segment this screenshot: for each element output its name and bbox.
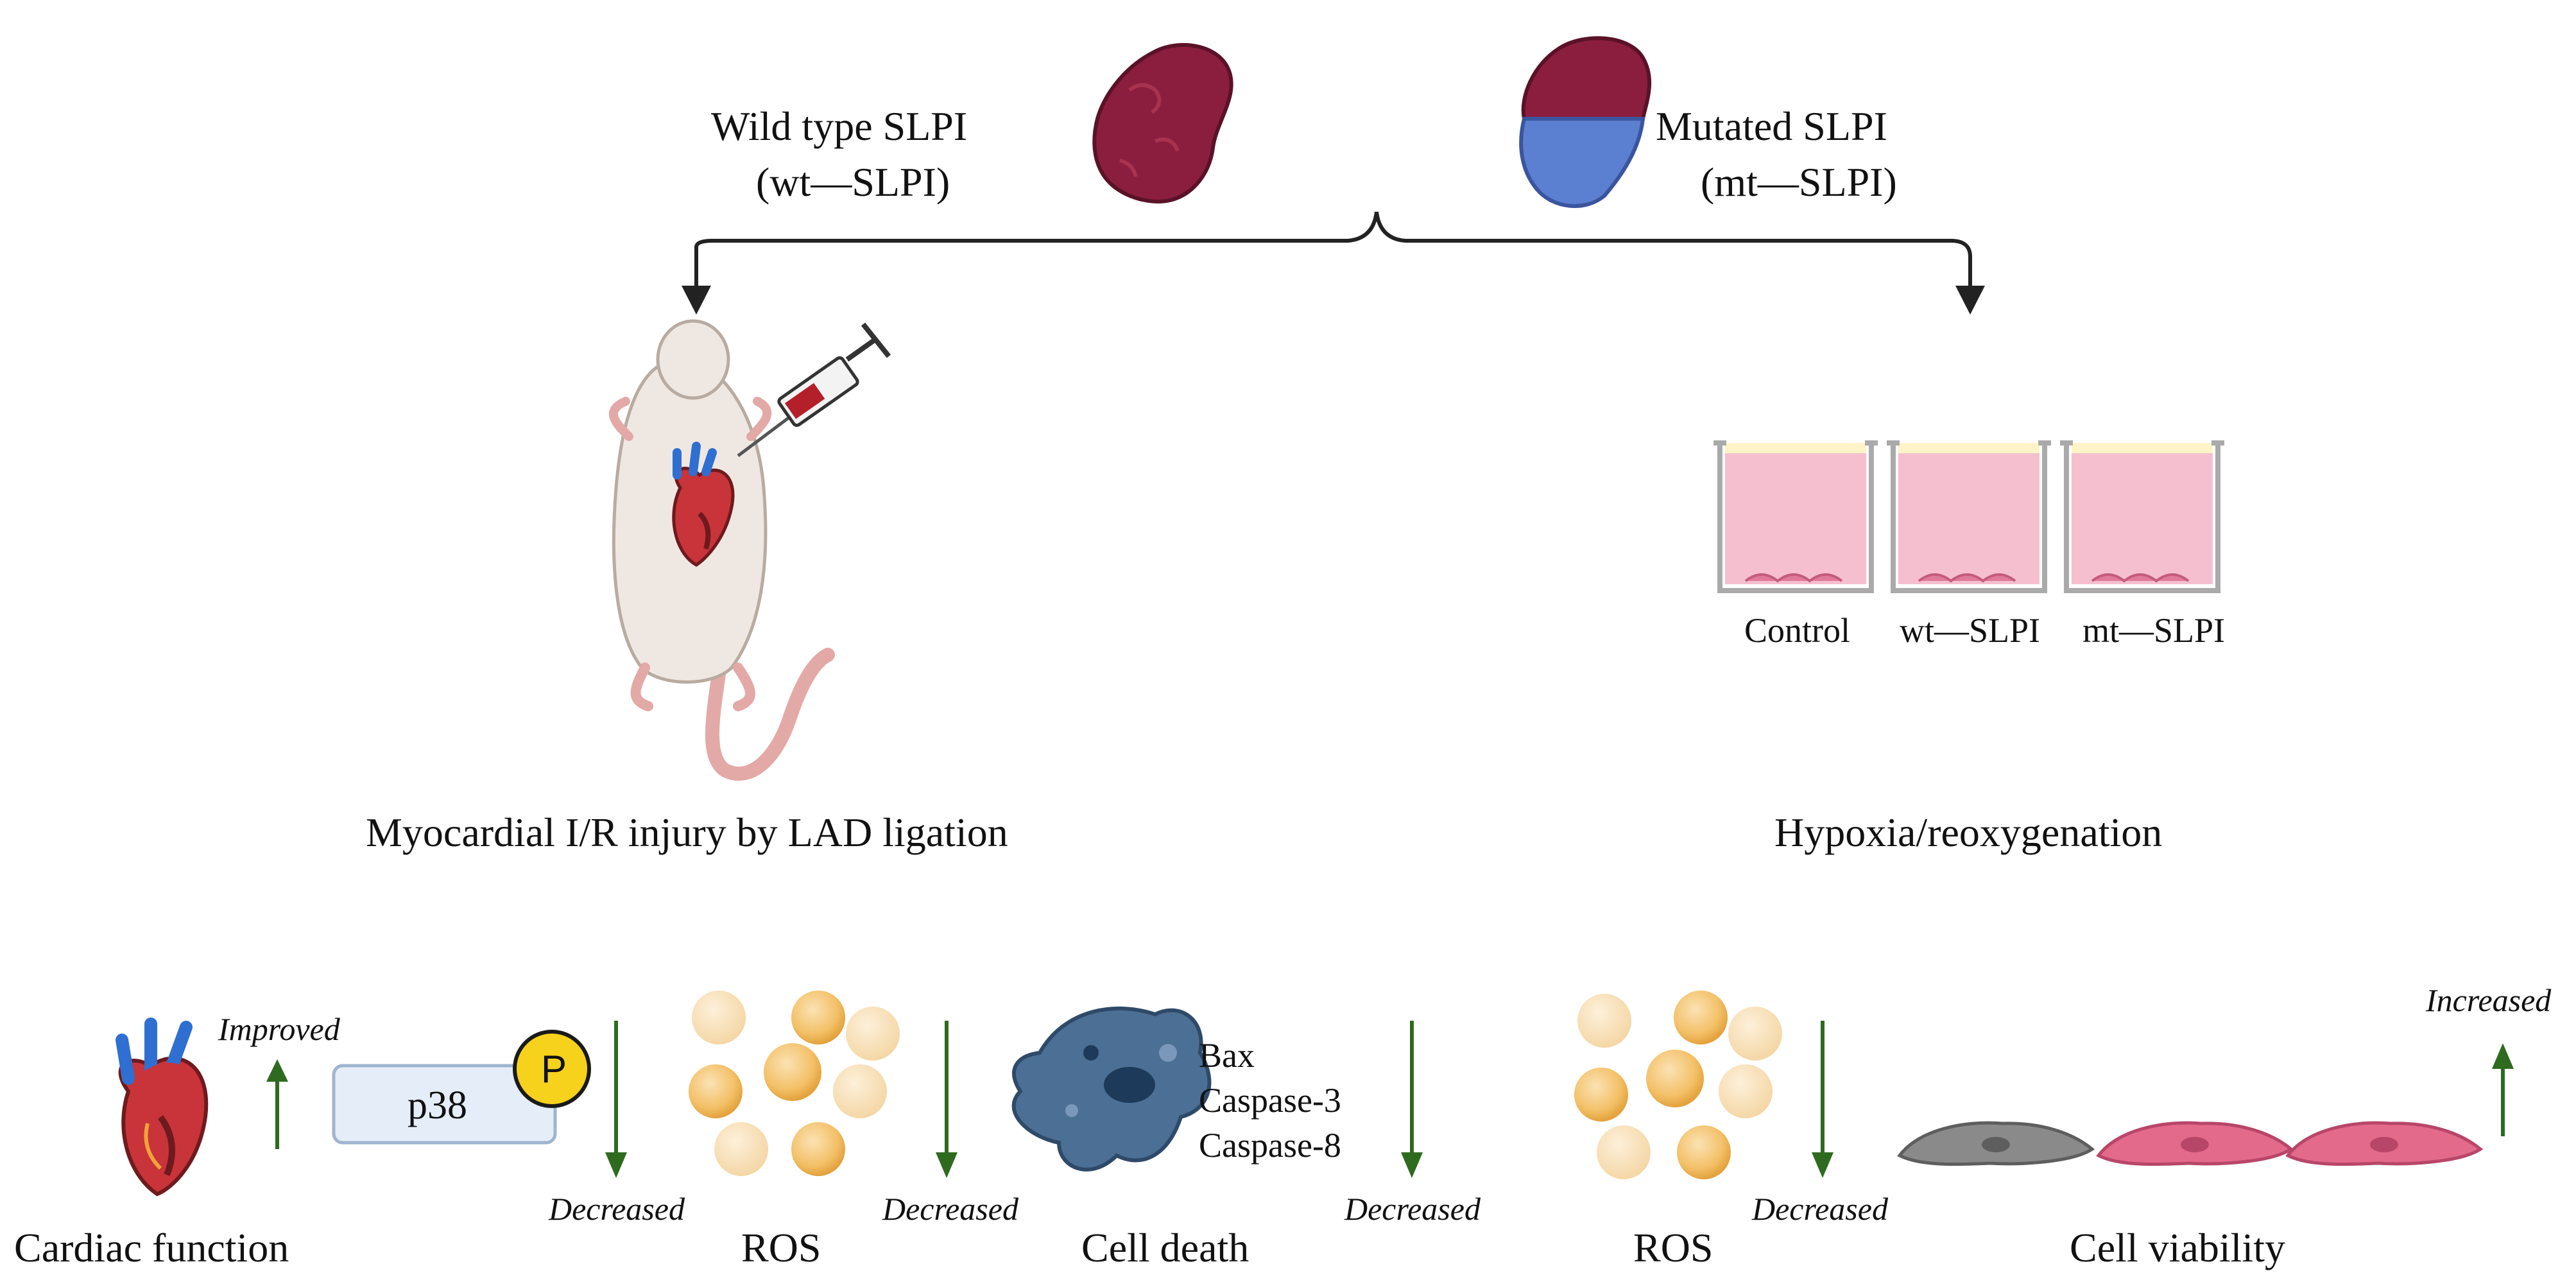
syringe-icon <box>737 322 891 457</box>
ros-right-down-arrowhead-icon <box>1812 1152 1833 1178</box>
mt-slpi-label: Mutated SLPI <box>1656 103 1887 149</box>
culture-well-mt <box>2060 440 2224 593</box>
cell-viability-effect-label: Increased <box>2425 982 2552 1018</box>
p38-effect-label: Decreased <box>548 1191 685 1227</box>
cardiac-heart-icon <box>116 1018 209 1197</box>
ros-cluster-left-icon <box>689 991 900 1176</box>
mt-slpi-protein-blue-icon <box>1519 117 1645 208</box>
left-panel-caption: Myocardial I/R injury by LAD ligation <box>366 810 1008 855</box>
ros-left-effect-label: Decreased <box>882 1191 1019 1227</box>
ros-right-label: ROS <box>1633 1225 1713 1270</box>
cell-death-effect-label: Decreased <box>1344 1191 1481 1227</box>
well-label-wt: wt—SLPI <box>1900 611 2040 650</box>
ros-left-label: ROS <box>741 1225 821 1270</box>
ros-right-effect-label: Decreased <box>1751 1191 1889 1227</box>
phospho-badge-icon <box>513 1030 591 1108</box>
well-label-control: Control <box>1744 611 1850 650</box>
branch-arrow <box>694 211 1972 289</box>
cell-death-down-arrowhead-icon <box>1401 1152 1423 1178</box>
cell-viability-label: Cell viability <box>2070 1225 2285 1270</box>
wt-slpi-label: Wild type SLPI <box>711 103 967 149</box>
cell-pink-icon-2 <box>2285 1121 2484 1166</box>
p38-down-arrowhead-icon <box>605 1152 627 1178</box>
ros-cluster-right-icon <box>1574 991 1782 1179</box>
wt-slpi-protein-icon <box>1092 43 1233 204</box>
dying-cell-icon <box>1011 1006 1212 1172</box>
cardiac-function-label: Cardiac function <box>14 1225 289 1270</box>
arrow-right-head-icon <box>1955 286 1985 315</box>
culture-well-wt <box>1887 440 2051 593</box>
mouse-heart-icon <box>672 442 735 567</box>
cell-death-marker-casp8: Caspase-8 <box>1199 1126 1341 1165</box>
wt-slpi-abbrev: (wt—SLPI) <box>756 159 950 205</box>
right-panel-caption: Hypoxia/reoxygenation <box>1774 810 2162 855</box>
cell-gray-icon <box>1897 1121 2095 1166</box>
cell-death-marker-casp3: Caspase-3 <box>1199 1081 1341 1120</box>
p38-label: p38 <box>408 1084 467 1127</box>
cell-death-label: Cell death <box>1081 1225 1249 1270</box>
wt-slpi-texture-icon <box>1119 83 1180 177</box>
well-label-mt: mt—SLPI <box>2082 611 2225 650</box>
phospho-badge-label: P <box>541 1048 567 1091</box>
cell-death-marker-bax: Bax <box>1199 1036 1255 1075</box>
arrow-left-head-icon <box>682 286 711 315</box>
ros-left-down-arrowhead-icon <box>936 1152 957 1178</box>
cell-pink-icon-1 <box>2096 1121 2294 1166</box>
cell-viability-up-arrowhead-icon <box>2492 1043 2514 1069</box>
cardiac-effect-label: Improved <box>218 1011 341 1047</box>
culture-well-control <box>1713 440 1878 593</box>
mt-slpi-abbrev: (mt—SLPI) <box>1701 159 1897 205</box>
cardiac-up-arrowhead-icon <box>266 1059 288 1082</box>
mt-slpi-protein-red-icon <box>1521 36 1652 121</box>
